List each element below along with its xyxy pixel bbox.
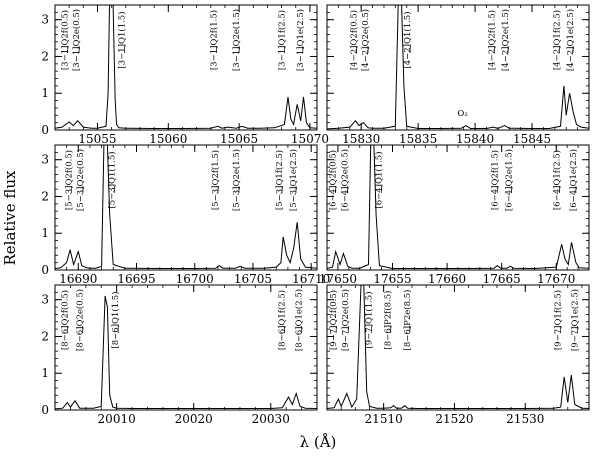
line-label: [3−1]Q1f(2.5) [276,10,287,70]
line-label: [6−4]Q1e(2.5) [568,149,579,211]
line-label: [9−7]Q2e(0.5) [340,289,351,351]
line-label: [4−2]Q2f(0.5) [349,10,360,70]
line-label: [4−2]Q1e(2.5) [565,9,576,71]
line-label: [9−7]Q2f(0.5) [328,290,339,350]
panel-frame [326,4,590,131]
spectrum-line [327,5,589,130]
panel-frame [54,4,318,131]
x-tick-label: 16705 [234,272,272,286]
x-tick-label: 17655 [373,272,411,286]
y-tick-label: 1 [41,86,49,100]
line-label: [8−6]Q1f(2.5) [277,290,288,350]
panel-frame [326,144,590,271]
y-tick-label: 2 [41,189,49,203]
x-axis-title: λ (Å) [300,433,337,451]
panel-frame [54,284,318,411]
y-tick-label: 0 [41,403,49,417]
x-tick-label: 16710 [292,272,330,286]
spectrum-line [55,295,317,410]
spectrum-line [327,145,589,270]
panel-2: 15830 15835 15840 15845[4−2]Q2f(0.5) [4−2]Q2… [326,4,590,146]
panel-3: 16690 16695 16700 16705 16710 0 1 2 3 [5−3]Q2f(0.… [41,144,330,286]
line-label: [8−6]P2e(8.5) [402,290,413,351]
line-label: [6−4]Q2f(0.5) [328,150,339,210]
panel-frame [326,284,590,411]
line-label: [3−1]Q1e(2.5) [295,9,306,71]
line-label: [8−6]Q2e(0.5) [75,289,86,351]
x-tick-label: 15835 [399,132,437,146]
spectrum-line [327,285,589,409]
line-label: [4−2]Q2e(0.5) [360,9,371,71]
panel-4: 17650 17655 17660 17665 17670[6−4]Q2f(0.5) [6… [319,144,590,286]
line-label: [3−1]Q2e(0.5) [71,9,82,71]
x-tick-label: 16695 [117,272,155,286]
line-label: [4−2]Q1f(2.5) [551,10,562,70]
line-label: [9−7]Q1f(2.5) [553,290,564,350]
line-label: [5−3]Q2f(1.5) [210,150,221,210]
x-tick-label: 20020 [175,412,213,426]
x-tick-label: 17650 [319,272,357,286]
line-label: [8−6]P2f(8.5) [383,291,394,350]
x-tick-label: 15055 [78,132,116,146]
y-tick-label: 3 [41,13,49,27]
line-label: [5−3]Q1f(2.5) [274,150,285,210]
x-tick-label: 15840 [456,132,494,146]
y-tick-label: 3 [41,153,49,167]
y-tick-label: 0 [41,123,49,137]
spectrum-line [55,145,317,269]
x-tick-label: 17665 [483,272,521,286]
x-tick-label: 15845 [513,132,551,146]
panel-frame [54,144,318,271]
line-label: [5−3]Q2e(1.5) [231,149,242,211]
x-tick-label: 17670 [537,272,575,286]
line-label: [5−3]Q1(1.5) [106,151,117,208]
line-label: [6−4]Q1(1.5) [374,151,385,208]
x-tick-label: 16690 [59,272,97,286]
x-tick-label: 16700 [176,272,214,286]
y-tick-label: 0 [41,263,49,277]
line-label: [5−3]Q2f(0.5) [63,150,74,210]
line-label: [4−2]Q2f(1.5) [486,10,497,70]
x-tick-label: 15065 [220,132,258,146]
x-tick-label: 15830 [342,132,380,146]
panel-6: 21510 21520 21530 [9−7]Q2f(0.5) [9−7]Q2e(0.5… [326,284,590,426]
y-tick-label: 2 [41,49,49,63]
x-tick-label: 20030 [252,412,290,426]
x-tick-label: 17660 [428,272,466,286]
x-tick-label: 21520 [435,412,473,426]
x-tick-label: 21510 [365,412,403,426]
x-tick-label: 20010 [98,412,136,426]
line-label: O₂ [457,109,467,119]
line-label: [6−4]Q1f(2.5) [552,150,563,210]
line-label: [9−7]Q1(1.5) [364,291,375,348]
y-tick-label: 1 [41,226,49,240]
line-label: [4−2]Q1(1.5) [402,11,413,68]
line-label: [5−3]Q2e(0.5) [75,149,86,211]
x-tick-label: 15070 [291,132,329,146]
x-tick-label: 15060 [149,132,187,146]
y-axis-title: Relative flux [1,170,19,266]
line-label: [6−4]Q2f(1.5) [489,150,500,210]
line-label: [4−2]Q2e(1.5) [500,9,511,71]
y-tick-label: 3 [41,293,49,307]
line-label: [6−4]Q2e(1.5) [503,149,514,211]
line-label: [5−3]Q1e(2.5) [288,149,299,211]
line-label: [3−1]Q1(1.5) [116,11,127,68]
panel-5: 20010 20020 20030 0 1 2 3 [8−6]Q2f(0.5) [8−6]Q2e… [41,284,318,426]
line-label: [3−1]Q2e(1.5) [231,9,242,71]
line-label: [9−7]Q1e(2.5) [570,289,581,351]
y-tick-label: 1 [41,366,49,380]
line-label: [3−1]Q2f(0.5) [60,10,71,70]
x-tick-label: 21530 [506,412,544,426]
line-label: [6−4]Q2e(0.5) [340,149,351,211]
line-label: [8−6]Q1(1.5) [110,291,121,348]
spectrum-line [55,5,317,129]
line-label: [3−1]Q2f(1.5) [208,10,219,70]
y-tick-label: 2 [41,329,49,343]
line-label: [8−6]Q1e(2.5) [294,289,305,351]
line-label: [8−6]Q2f(0.5) [59,290,70,350]
